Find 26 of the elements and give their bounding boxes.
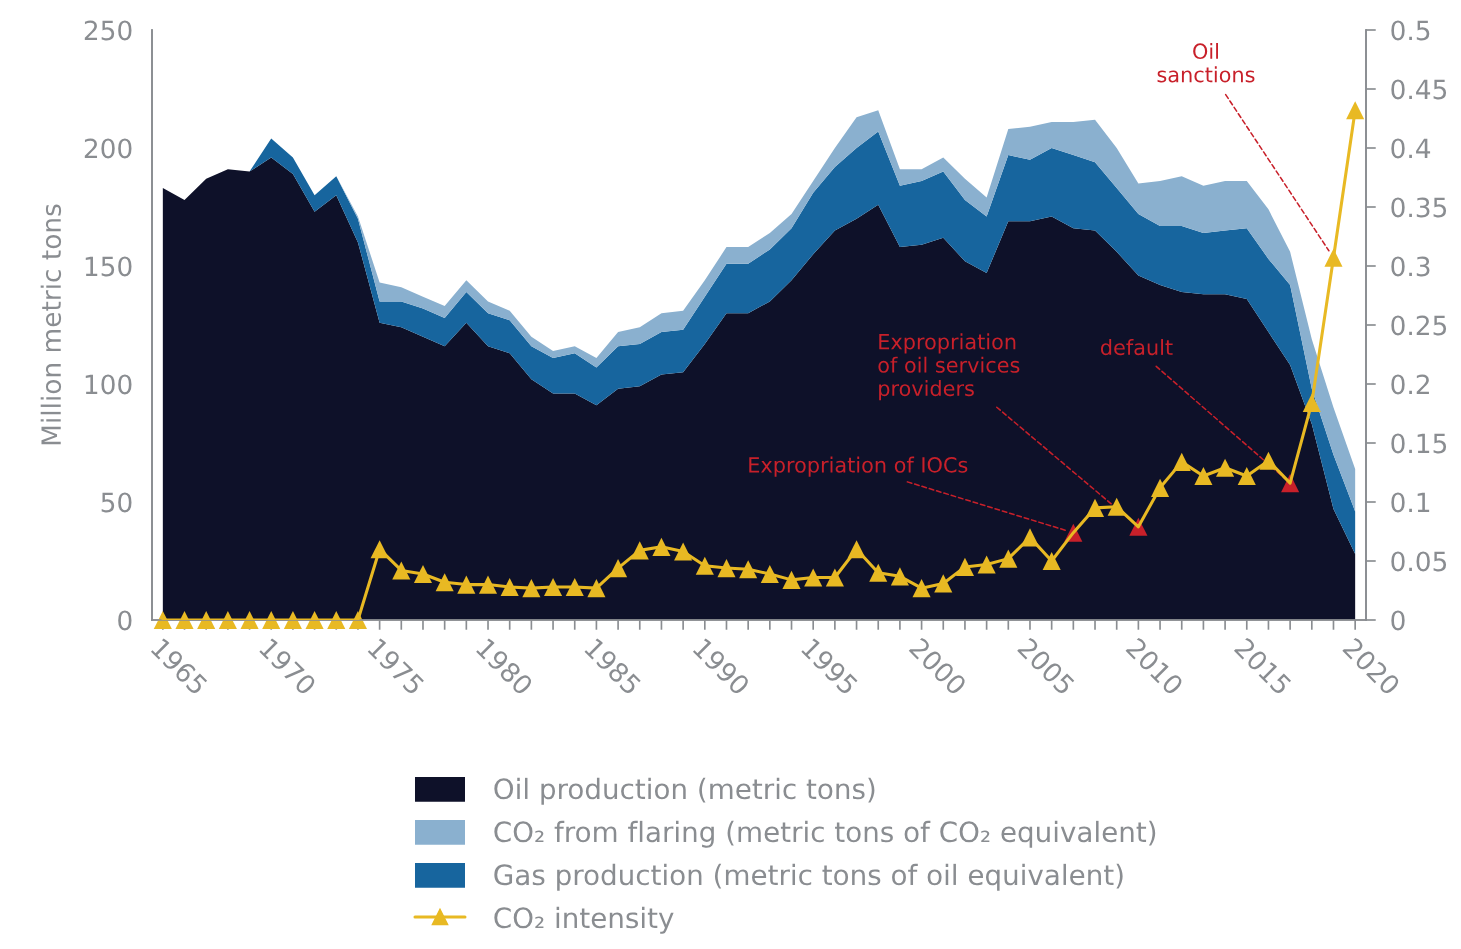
annotation: default (1100, 339, 1173, 356)
legend-label: Oil production (metric tons) (494, 777, 875, 805)
y2-tick-label: 0.45 (1391, 79, 1447, 100)
y2-tick-label: 0.3 (1391, 256, 1430, 277)
y2-tick-label: 0.25 (1391, 315, 1447, 336)
y-tick-label: 150 (85, 256, 132, 277)
legend-label: CO₂ intensity (494, 906, 674, 934)
y2-tick-label: 0.2 (1391, 374, 1429, 395)
y2-tick-label: 0.15 (1391, 433, 1447, 454)
y-tick-label: 250 (84, 20, 132, 41)
y2-tick-label: 0.1 (1391, 492, 1430, 513)
y2-tick-label: 0 (1391, 610, 1405, 631)
annotation: Expropriation of oil services providers (878, 333, 1020, 401)
y-tick-label: 200 (84, 138, 132, 159)
legend-label: Gas production (metric tons of oil equivalent) (494, 863, 1123, 891)
y2-tick-label: 0.4 (1391, 138, 1431, 159)
annotation: Oil sanctions (1157, 42, 1255, 83)
annotation: Expropriation of IOCs (749, 456, 968, 477)
y2-tick-label: 0.05 (1391, 551, 1447, 572)
legend-label: CO₂ from flaring (metric tons of CO₂ equivalent) (494, 820, 1156, 848)
y-tick-label: 100 (85, 374, 132, 395)
y2-tick-label: 0.35 (1391, 197, 1447, 218)
y-tick-label: 0 (118, 610, 132, 631)
y-axis-title: Million metric tons (40, 204, 62, 445)
y-tick-label: 50 (101, 492, 132, 513)
y2-tick-label: 0.5 (1391, 20, 1430, 41)
